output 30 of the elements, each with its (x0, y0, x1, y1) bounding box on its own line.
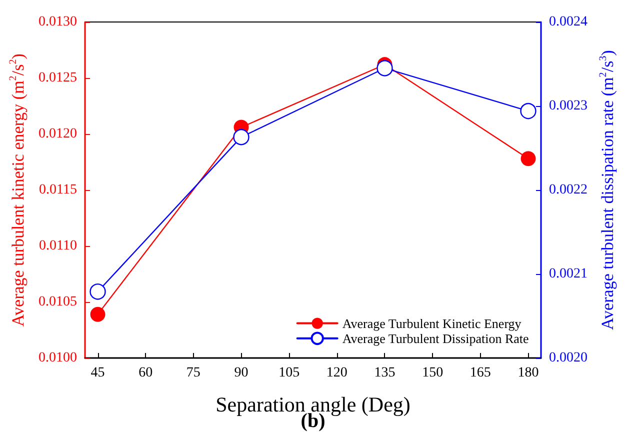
y2-tick-label: 0.0023 (549, 98, 588, 114)
y2-tick-label: 0.0021 (549, 266, 588, 282)
y2-axis-title: Average turbulent dissipation rate (m2/s3) (598, 50, 618, 330)
x-tick-label: 105 (278, 366, 300, 380)
y-axis-title: Average turbulent kinetic energy (m2/s2) (8, 54, 28, 326)
y2-tick-label: 0.0020 (549, 350, 588, 366)
point (376, 60, 393, 76)
x-tick-label: 90 (234, 366, 248, 380)
x-tick-label: 120 (326, 366, 348, 380)
x-tick-label: 60 (138, 366, 153, 380)
legend-label: Average Turbulent Kinetic Energy (342, 316, 522, 331)
y-tick-label: 0.0100 (38, 350, 77, 366)
x-tick-label: 135 (374, 366, 396, 380)
x-tick-label: 180 (518, 366, 539, 380)
y-tick-label: 0.0115 (39, 182, 77, 198)
x-tick-label: 165 (470, 366, 491, 380)
y-tick-label: 0.0125 (38, 70, 77, 86)
point (233, 128, 250, 146)
y2-tick-label: 0.0022 (549, 182, 588, 198)
y2-tick-label: 0.0024 (549, 14, 588, 30)
y-tick-label: 0.0130 (38, 14, 77, 30)
legend-label: Average Turbulent Dissipation Rate (342, 330, 529, 346)
y-tick-label: 0.0105 (38, 294, 77, 310)
x-tick-label: 75 (186, 366, 200, 380)
x-tick-label: 45 (90, 366, 105, 380)
point (90, 306, 106, 322)
x-tick-label: 150 (422, 366, 444, 380)
point (520, 151, 536, 166)
y-tick-label: 0.0110 (39, 238, 77, 254)
y-tick-label: 0.0120 (38, 126, 77, 142)
